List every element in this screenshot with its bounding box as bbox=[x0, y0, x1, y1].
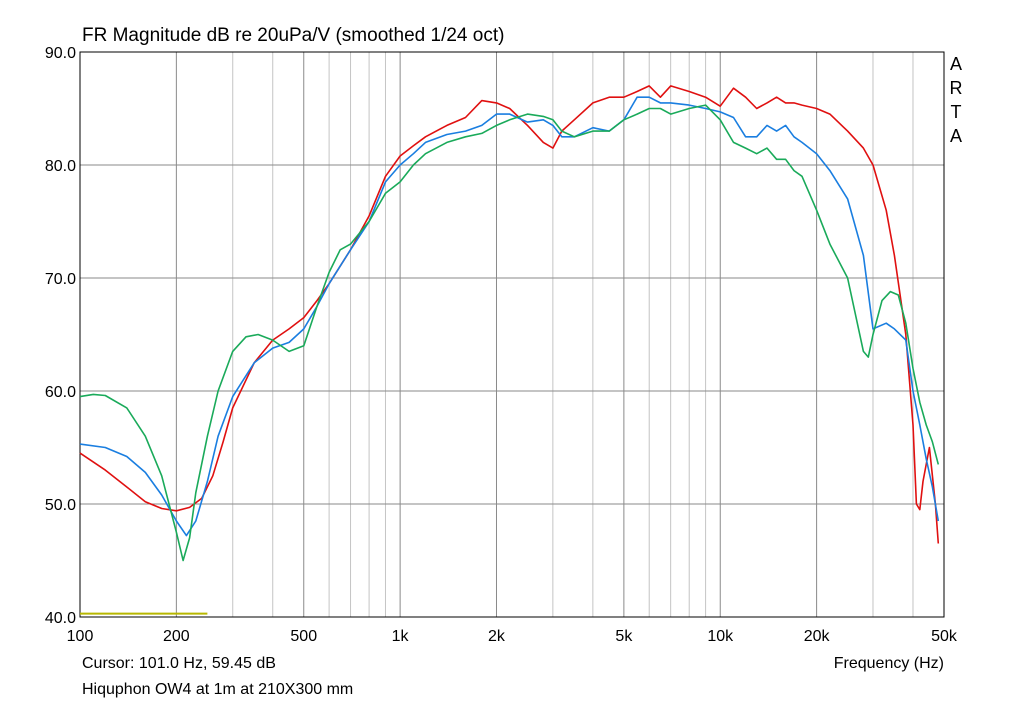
series-group bbox=[79, 85, 940, 615]
x-tick-label: 500 bbox=[290, 628, 317, 645]
series-line-2 bbox=[79, 96, 940, 537]
x-tick-label: 10k bbox=[707, 628, 734, 645]
x-tick-label: 2k bbox=[488, 628, 506, 645]
watermark-letter: R bbox=[949, 78, 963, 98]
y-tick-label: 50.0 bbox=[45, 497, 76, 514]
y-tick-label: 70.0 bbox=[45, 271, 76, 288]
watermark-letter: A bbox=[949, 126, 962, 146]
x-tick-label: 1k bbox=[392, 628, 410, 645]
tick-labels: 100 200 500 1k 2k 5k 10k 20k 50k 40.0 50.0 60.0 70.0… bbox=[45, 45, 958, 645]
grid bbox=[80, 52, 944, 617]
x-axis-label: Frequency (Hz) bbox=[833, 655, 944, 672]
series-line-1 bbox=[79, 85, 940, 544]
plot-frame bbox=[79, 51, 945, 618]
y-tick-label: 80.0 bbox=[45, 158, 76, 175]
x-tick-label: 20k bbox=[804, 628, 831, 645]
watermark-letter: T bbox=[950, 102, 962, 122]
x-tick-label: 50k bbox=[931, 628, 958, 645]
cursor-readout: Cursor: 101.0 Hz, 59.45 dB bbox=[82, 655, 276, 672]
y-tick-label: 90.0 bbox=[45, 45, 76, 62]
watermark-letter: A bbox=[949, 54, 962, 74]
arta-watermark: A R T A bbox=[949, 52, 963, 148]
series-line-3 bbox=[79, 104, 940, 562]
x-tick-label: 200 bbox=[163, 628, 190, 645]
y-tick-label: 60.0 bbox=[45, 384, 76, 401]
measurement-caption: Hiquphon OW4 at 1m at 210X300 mm bbox=[82, 681, 354, 698]
x-tick-label: 5k bbox=[615, 628, 633, 645]
chart-title: FR Magnitude dB re 20uPa/V (smoothed 1/2… bbox=[82, 25, 505, 46]
y-tick-label: 40.0 bbox=[45, 610, 76, 627]
x-tick-label: 100 bbox=[67, 628, 94, 645]
